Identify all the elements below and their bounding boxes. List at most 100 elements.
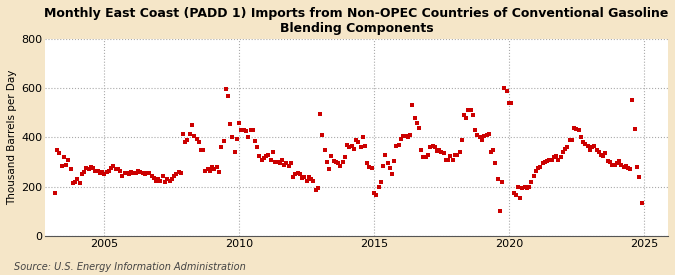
Point xyxy=(533,166,543,170)
Point xyxy=(294,172,305,177)
Point xyxy=(593,150,604,155)
Point xyxy=(562,145,573,150)
Point xyxy=(202,167,213,172)
Point xyxy=(553,157,564,162)
Point xyxy=(310,188,321,193)
Point xyxy=(605,160,616,164)
Point xyxy=(110,167,121,172)
Point xyxy=(529,174,539,178)
Point xyxy=(463,108,474,112)
Point xyxy=(423,153,433,157)
Point xyxy=(517,186,528,190)
Point xyxy=(207,165,217,169)
Point xyxy=(250,139,261,143)
Point xyxy=(68,181,78,185)
Point xyxy=(54,151,65,156)
Point xyxy=(306,177,317,182)
Point xyxy=(79,170,90,174)
Point xyxy=(130,171,141,175)
Point xyxy=(483,131,494,136)
Point xyxy=(133,169,144,173)
Point xyxy=(333,161,344,166)
Point xyxy=(213,170,224,174)
Point xyxy=(637,200,647,205)
Point xyxy=(182,138,193,142)
Point xyxy=(119,171,130,175)
Point xyxy=(510,193,521,197)
Point xyxy=(373,185,384,189)
Point xyxy=(583,144,593,148)
Point xyxy=(452,153,462,157)
Point xyxy=(101,170,112,174)
Point xyxy=(362,161,373,166)
Point xyxy=(364,165,375,169)
Point xyxy=(380,153,391,157)
Point xyxy=(92,169,103,173)
Point xyxy=(382,161,393,166)
Point xyxy=(189,134,200,138)
Point xyxy=(425,145,435,150)
Point xyxy=(171,172,182,177)
Point xyxy=(299,175,310,179)
Point xyxy=(404,133,415,137)
Point xyxy=(103,169,114,173)
Point xyxy=(135,170,146,174)
Point xyxy=(560,146,570,151)
Point xyxy=(434,148,445,152)
Point xyxy=(387,172,398,177)
Point xyxy=(196,148,207,152)
Point xyxy=(72,177,83,182)
Point xyxy=(492,177,503,182)
Point xyxy=(155,178,166,183)
Point xyxy=(472,133,483,137)
Point xyxy=(142,171,153,175)
Point xyxy=(391,144,402,148)
Point xyxy=(126,170,137,174)
Point xyxy=(140,172,151,177)
Point xyxy=(531,169,541,173)
Point xyxy=(286,161,296,166)
Point xyxy=(454,150,465,155)
Point xyxy=(411,120,422,125)
Title: Monthly East Coast (PADD 1) Imports from Non-OPEC Countries of Conventional Gaso: Monthly East Coast (PADD 1) Imports from… xyxy=(45,7,669,35)
Point xyxy=(88,166,99,170)
Point xyxy=(418,155,429,160)
Text: Source: U.S. Energy Information Administration: Source: U.S. Energy Information Administ… xyxy=(14,262,245,272)
Point xyxy=(124,172,134,177)
Point xyxy=(330,160,341,164)
Point xyxy=(76,172,87,177)
Point xyxy=(216,145,227,150)
Point xyxy=(524,185,535,189)
Point xyxy=(267,150,278,155)
Point xyxy=(551,154,562,158)
Point xyxy=(70,180,80,184)
Point xyxy=(326,154,337,158)
Point xyxy=(342,143,352,147)
Point xyxy=(377,164,388,168)
Point xyxy=(519,185,530,189)
Point xyxy=(95,171,105,175)
Point xyxy=(193,140,204,145)
Point xyxy=(589,144,600,148)
Point xyxy=(63,157,74,162)
Point xyxy=(632,165,643,169)
Point xyxy=(558,150,568,155)
Point xyxy=(499,86,510,90)
Point xyxy=(544,157,555,162)
Point xyxy=(556,155,566,160)
Point xyxy=(475,135,485,140)
Point xyxy=(106,166,117,170)
Point xyxy=(515,196,526,200)
Point xyxy=(303,175,314,179)
Point xyxy=(146,174,157,178)
Point xyxy=(254,154,265,158)
Y-axis label: Thousand Barrels per Day: Thousand Barrels per Day xyxy=(7,70,17,205)
Point xyxy=(549,155,560,160)
Point xyxy=(159,180,170,184)
Point xyxy=(448,157,458,162)
Point xyxy=(618,165,629,169)
Point xyxy=(587,145,597,150)
Point xyxy=(263,153,274,157)
Point xyxy=(256,157,267,162)
Point xyxy=(576,135,587,140)
